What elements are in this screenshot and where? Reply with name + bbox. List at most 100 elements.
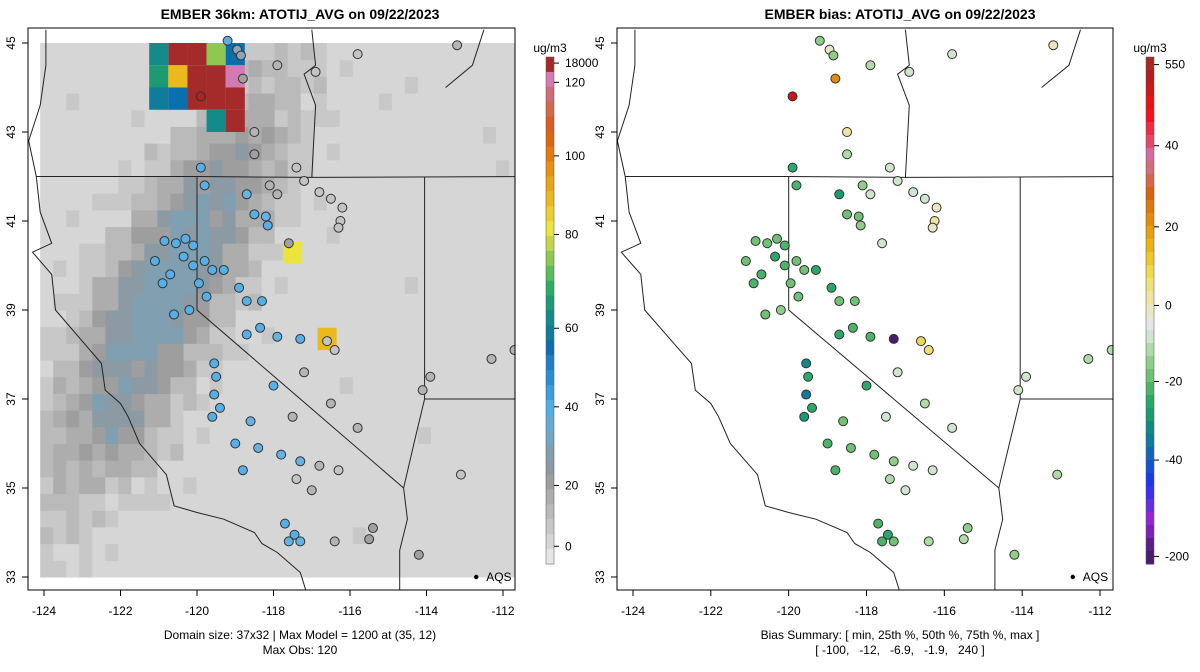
grid-cell <box>300 343 315 361</box>
grid-cell <box>105 310 119 328</box>
grid-cell <box>248 493 263 511</box>
grid-cell <box>509 126 515 144</box>
left-chart-title: EMBER 36km: ATOTIJ_AVG on 09/22/2023 <box>160 6 440 22</box>
grid-cell <box>287 109 302 127</box>
colorbar-swatch <box>1146 226 1154 240</box>
grid-cell <box>509 310 515 328</box>
x-tick-label: -124 <box>32 604 56 618</box>
grid-cell <box>287 360 302 378</box>
grid-cell <box>40 193 54 211</box>
grid-cell <box>417 109 432 127</box>
grid-cell <box>378 209 393 228</box>
grid-cell <box>170 193 184 211</box>
site-point <box>237 465 248 476</box>
grid-cell <box>496 243 510 261</box>
grid-cell <box>261 276 276 294</box>
grid-cell <box>248 159 263 177</box>
site-point <box>291 162 302 173</box>
grid-cell <box>92 243 106 261</box>
site-point <box>262 220 273 231</box>
grid-cell <box>443 109 458 127</box>
grid-cell <box>365 76 380 94</box>
grid-cell <box>40 143 54 161</box>
grid-cell <box>326 376 341 394</box>
y-tick-label: 41 <box>593 214 607 228</box>
colorbar-swatch <box>546 385 554 401</box>
grid-cell <box>300 43 315 61</box>
grid-cell <box>183 443 197 461</box>
grid-cell <box>79 310 93 328</box>
grid-cell <box>470 376 484 394</box>
grid-cell <box>404 76 419 94</box>
grid-cell <box>287 276 302 294</box>
x-tick-label: -122 <box>108 604 132 618</box>
grid-cell <box>40 560 54 578</box>
grid-cell <box>430 276 445 294</box>
grid-cell <box>300 443 315 461</box>
grid-cell <box>404 493 419 511</box>
grid-cell <box>313 126 328 144</box>
grid-cell <box>144 526 158 545</box>
grid-cell <box>496 526 510 545</box>
site-point <box>299 367 310 378</box>
grid-cell <box>339 143 354 161</box>
grid-cell <box>470 159 484 177</box>
grid-cell <box>274 209 289 228</box>
grid-cell <box>53 326 67 344</box>
grid-cell <box>326 476 341 495</box>
grid-cell <box>144 226 158 244</box>
site-point <box>207 411 218 422</box>
grid-cell <box>496 310 510 328</box>
grid-cell <box>274 43 289 61</box>
grid-cell <box>404 259 419 278</box>
colorbar-swatch <box>546 474 554 490</box>
grid-cell <box>105 109 119 127</box>
grid-cell <box>509 293 515 311</box>
grid-cell <box>53 343 67 361</box>
grid-cell <box>313 393 328 411</box>
grid-cell <box>79 443 93 461</box>
right-chart-title: EMBER bias: ATOTIJ_AVG on 09/22/2023 <box>764 6 1036 22</box>
grid-cell <box>248 43 263 61</box>
grid-cell <box>66 276 80 294</box>
grid-cell <box>378 526 393 545</box>
grid-cell <box>443 193 458 211</box>
colorbar-swatch <box>546 250 554 267</box>
grid-cell <box>483 126 497 144</box>
grid-cell <box>209 176 224 194</box>
grid-cell <box>378 426 393 444</box>
grid-cell <box>53 109 67 127</box>
colorbar-swatch <box>546 86 554 103</box>
site-point <box>509 345 515 356</box>
grid-cell <box>456 410 471 428</box>
grid-cell <box>404 43 419 61</box>
grid-cell <box>313 226 328 244</box>
site-point <box>877 536 888 547</box>
grid-cell <box>170 209 184 228</box>
grid-cell <box>222 176 237 194</box>
site-point <box>750 236 761 247</box>
grid-cell <box>417 59 432 77</box>
site-point <box>211 371 222 382</box>
grid-cell <box>352 393 367 411</box>
grid-cell <box>183 426 197 444</box>
grid-cell <box>118 276 132 294</box>
state-border <box>196 176 404 489</box>
site-point <box>923 345 934 356</box>
colorbar-swatch <box>546 414 554 431</box>
site-point <box>289 529 300 540</box>
grid-cell <box>40 343 54 361</box>
grid-cell <box>53 209 67 228</box>
colorbar-swatch <box>1146 239 1154 253</box>
grid-cell <box>326 259 341 278</box>
colorbar-tick-label: 60 <box>565 321 579 335</box>
grid-cell <box>222 159 237 177</box>
grid-cell <box>118 410 132 428</box>
site-point <box>352 49 363 60</box>
grid-cell <box>183 376 197 394</box>
grid-cell <box>118 176 132 194</box>
grid-cell <box>483 209 497 228</box>
grid-cell <box>40 159 54 177</box>
grid-cell <box>404 243 419 261</box>
grid-cell <box>483 276 497 294</box>
